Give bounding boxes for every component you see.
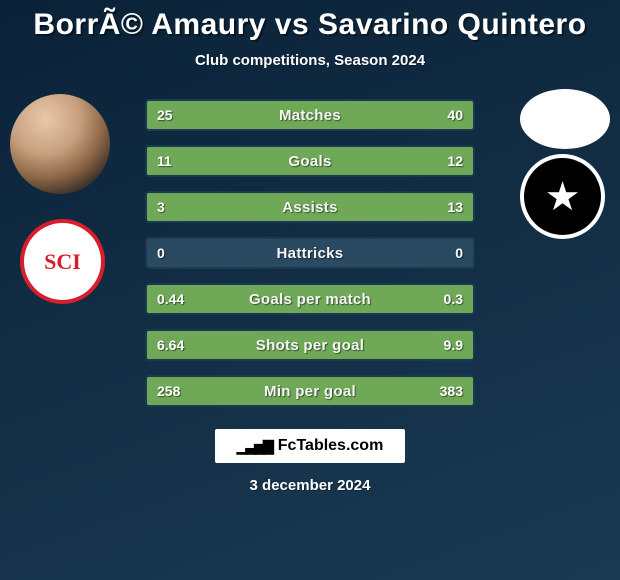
- header: BorrÃ© Amaury vs Savarino Quintero Club …: [0, 0, 620, 69]
- stat-row: 313Assists: [145, 191, 475, 223]
- page-title: BorrÃ© Amaury vs Savarino Quintero: [0, 8, 620, 42]
- stat-row: 2540Matches: [145, 99, 475, 131]
- brand-text: FcTables.com: [278, 437, 384, 455]
- stat-label: Goals per match: [147, 285, 473, 313]
- stat-label: Assists: [147, 193, 473, 221]
- chart-icon: ▁▃▅▇: [237, 438, 272, 455]
- footer-date: 3 december 2024: [0, 477, 620, 494]
- stat-label: Min per goal: [147, 377, 473, 405]
- stat-row: 00Hattricks: [145, 237, 475, 269]
- stat-label: Shots per goal: [147, 331, 473, 359]
- player-left-avatar: [10, 94, 110, 194]
- club-left-monogram: SCI: [44, 249, 81, 275]
- comparison-panel: SCI ★ 2540Matches 1112Goals 313Assists 00Ha…: [0, 99, 620, 407]
- stat-row: 0.440.3Goals per match: [145, 283, 475, 315]
- star-icon: ★: [545, 174, 581, 220]
- player-right-avatar: [520, 89, 610, 149]
- brand-logo: ▁▃▅▇ FcTables.com: [215, 429, 406, 463]
- stat-label: Hattricks: [147, 239, 473, 267]
- stat-row: 6.649.9Shots per goal: [145, 329, 475, 361]
- club-badge-right: ★: [520, 154, 605, 239]
- stat-bars: 2540Matches 1112Goals 313Assists 00Hattrick…: [145, 99, 475, 407]
- stat-label: Matches: [147, 101, 473, 129]
- page-subtitle: Club competitions, Season 2024: [0, 52, 620, 69]
- stat-label: Goals: [147, 147, 473, 175]
- footer: ▁▃▅▇ FcTables.com 3 december 2024: [0, 429, 620, 494]
- club-badge-left: SCI: [20, 219, 105, 304]
- stat-row: 1112Goals: [145, 145, 475, 177]
- stat-row: 258383Min per goal: [145, 375, 475, 407]
